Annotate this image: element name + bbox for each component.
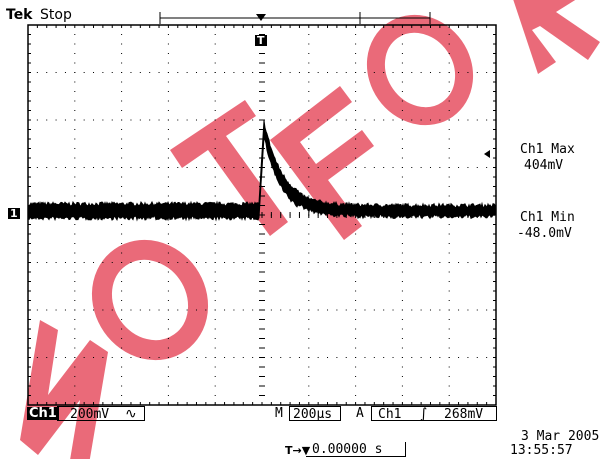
trigger-source: Ch1 (378, 407, 402, 422)
time-div-box[interactable]: 200µs (289, 406, 341, 421)
watermark-letter-r (513, 0, 600, 74)
brand-label: Tek (6, 7, 33, 23)
watermark-letter-o (91, 239, 209, 361)
measurement-1-value: 404mV (524, 158, 564, 173)
horizontal-position-icon: T→▼ (285, 444, 311, 457)
watermark-letter-o2 (366, 14, 474, 126)
date-readout: 3 Mar 2005 (521, 429, 600, 444)
trigger-slope-icon: ∫ (420, 406, 428, 422)
ch1-ground-marker[interactable]: 1 (8, 207, 20, 220)
watermark-letter-t (170, 100, 288, 236)
horizontal-position-box[interactable]: 0.00000 s (306, 442, 406, 457)
trigger-prefix: A (356, 406, 364, 421)
time-div-value: 200µs (293, 407, 333, 422)
measurement-2-value: -48.0mV (517, 226, 572, 241)
measurement-pointer-icon (484, 150, 490, 158)
record-length-indicator (159, 12, 431, 24)
volts-div-value: 200mV (70, 407, 110, 422)
watermark-letter-n (20, 320, 108, 459)
watermark-graphic (20, 0, 600, 459)
footer-channel-label[interactable]: Ch1 (27, 406, 59, 421)
trigger-level: 268mV (444, 407, 484, 422)
horizontal-position-value: 0.00000 s (312, 442, 383, 457)
trigger-position-marker[interactable]: T (255, 34, 267, 47)
measurement-1-label: Ch1 Max (520, 142, 575, 157)
graticule-center-ticks (27, 24, 496, 406)
watermark-letter-f (270, 86, 374, 240)
volts-div-box[interactable]: 200mV ∿ (57, 406, 145, 421)
measurement-2-label: Ch1 Min (520, 210, 575, 225)
trigger-settings-box[interactable]: Ch1 ∫ 268mV (371, 406, 497, 421)
coupling-icon: ∿ (125, 406, 137, 422)
time-readout: 13:55:57 (510, 443, 573, 458)
timebase-prefix: M (275, 406, 283, 421)
acquisition-status: Stop (40, 7, 72, 23)
ch1-waveform-trace (28, 120, 496, 222)
